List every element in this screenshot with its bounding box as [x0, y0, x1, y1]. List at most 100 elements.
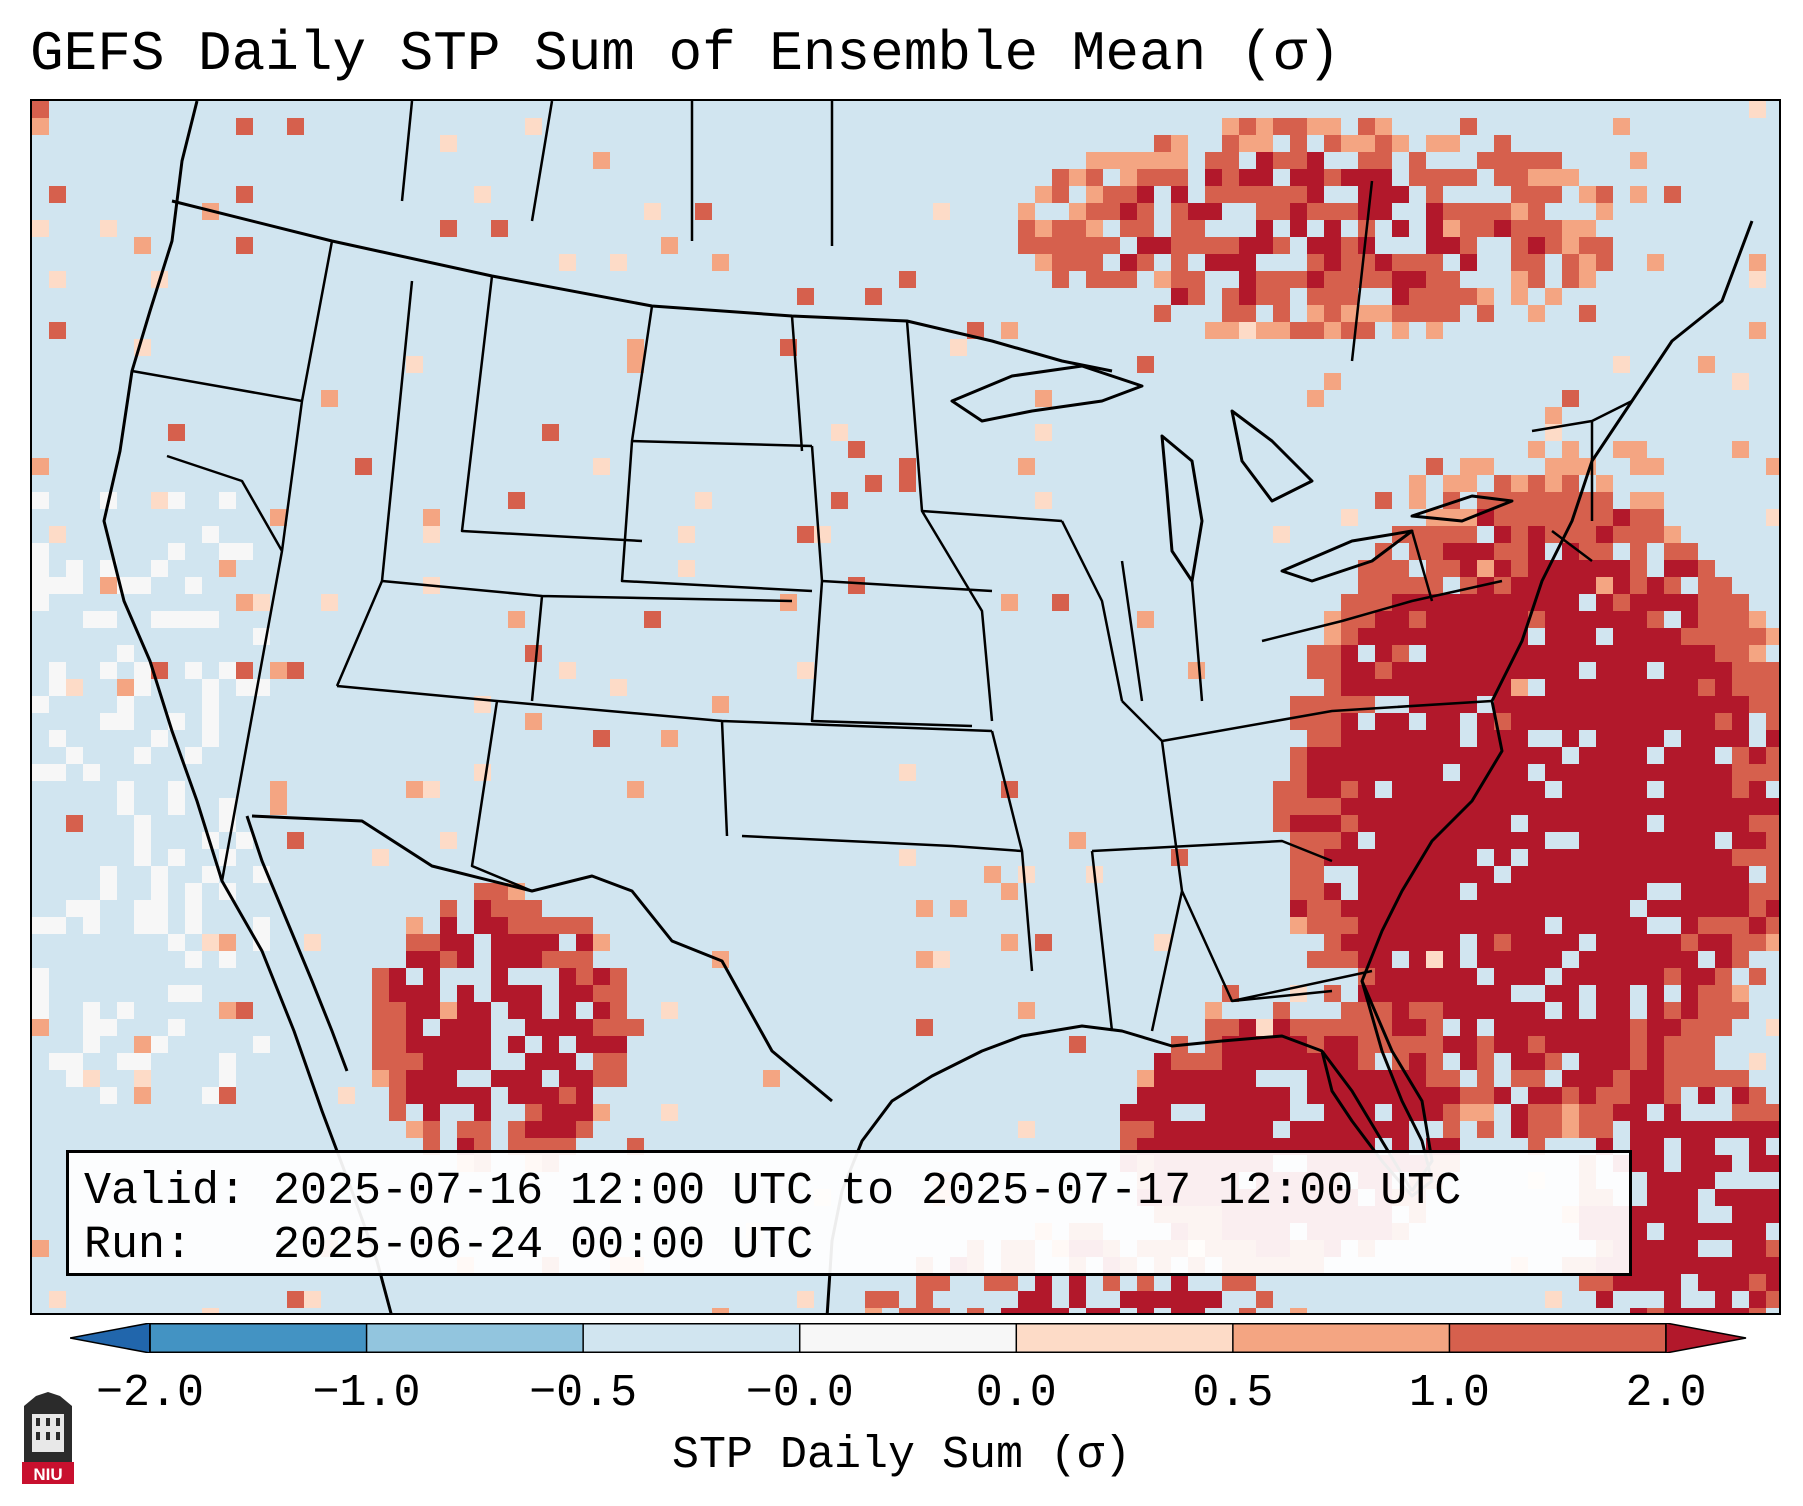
anomaly-cell [1494, 628, 1511, 645]
anomaly-cell [1188, 1291, 1205, 1308]
anomaly-cell [1681, 815, 1698, 832]
anomaly-cell [1749, 611, 1766, 628]
anomaly-cell [1511, 866, 1528, 883]
anomaly-cell [1392, 220, 1409, 237]
anomaly-cell [1664, 866, 1681, 883]
anomaly-cell [882, 1291, 899, 1308]
anomaly-cell [1137, 356, 1154, 373]
anomaly-cell [1409, 628, 1426, 645]
anomaly-cell [1137, 237, 1154, 254]
anomaly-cell [865, 288, 882, 305]
anomaly-cell [1426, 1104, 1443, 1121]
anomaly-cell [1579, 220, 1596, 237]
anomaly-cell [1596, 713, 1613, 730]
anomaly-cell [1171, 1121, 1188, 1138]
anomaly-cell [1375, 203, 1392, 220]
anomaly-cell [1069, 1274, 1086, 1291]
anomaly-cell [1137, 1070, 1154, 1087]
anomaly-cell [1494, 968, 1511, 985]
anomaly-cell [1477, 662, 1494, 679]
anomaly-cell [1426, 849, 1443, 866]
anomaly-cell [1766, 509, 1779, 526]
anomaly-cell [389, 1036, 406, 1053]
anomaly-cell [1528, 441, 1545, 458]
anomaly-cell [1120, 1104, 1137, 1121]
anomaly-cell [1545, 747, 1562, 764]
anomaly-cell [1290, 781, 1307, 798]
anomaly-cell [423, 985, 440, 1002]
anomaly-cell [406, 1036, 423, 1053]
anomaly-cell [1681, 1240, 1698, 1257]
anomaly-cell [1171, 1291, 1188, 1308]
anomaly-cell [576, 1087, 593, 1104]
anomaly-cell [1596, 832, 1613, 849]
anomaly-cell [1426, 764, 1443, 781]
anomaly-cell [1681, 866, 1698, 883]
anomaly-cell [1494, 781, 1511, 798]
anomaly-cell [32, 560, 49, 577]
anomaly-cell [1494, 135, 1511, 152]
anomaly-cell [1256, 118, 1273, 135]
anomaly-cell [1307, 696, 1324, 713]
anomaly-cell [1613, 560, 1630, 577]
anomaly-cell [1732, 849, 1749, 866]
anomaly-cell [474, 1087, 491, 1104]
anomaly-cell [1477, 594, 1494, 611]
anomaly-cell [1494, 764, 1511, 781]
anomaly-cell [1732, 1257, 1749, 1274]
anomaly-cell [848, 441, 865, 458]
anomaly-cell [1562, 560, 1579, 577]
anomaly-cell [1528, 203, 1545, 220]
anomaly-cell [389, 1019, 406, 1036]
anomaly-cell [1460, 849, 1477, 866]
anomaly-cell [1698, 1138, 1715, 1155]
anomaly-cell [1664, 594, 1681, 611]
anomaly-cell [321, 594, 338, 611]
anomaly-cell [1375, 305, 1392, 322]
anomaly-cell [1120, 203, 1137, 220]
anomaly-cell [1171, 220, 1188, 237]
anomaly-cell [1324, 849, 1341, 866]
anomaly-cell [66, 577, 83, 594]
anomaly-cell [1715, 815, 1732, 832]
anomaly-cell [1613, 747, 1630, 764]
anomaly-cell [1545, 492, 1562, 509]
anomaly-cell [236, 237, 253, 254]
anomaly-cell [1630, 441, 1647, 458]
anomaly-cell [1137, 1274, 1154, 1291]
anomaly-cell [1307, 645, 1324, 662]
anomaly-cell [117, 679, 134, 696]
anomaly-cell [1511, 220, 1528, 237]
anomaly-cell [1511, 237, 1528, 254]
anomaly-cell [1664, 1104, 1681, 1121]
chart-title: GEFS Daily STP Sum of Ensemble Mean (σ) [30, 22, 1341, 86]
anomaly-cell [49, 1291, 66, 1308]
anomaly-cell [1443, 203, 1460, 220]
anomaly-cell [1647, 1019, 1664, 1036]
anomaly-cell [440, 900, 457, 917]
anomaly-cell [83, 764, 100, 781]
anomaly-cell [1664, 832, 1681, 849]
anomaly-cell [100, 1087, 117, 1104]
anomaly-cell [1443, 747, 1460, 764]
anomaly-cell [1341, 237, 1358, 254]
anomaly-cell [508, 1002, 525, 1019]
anomaly-cell [1613, 934, 1630, 951]
anomaly-cell [1528, 152, 1545, 169]
anomaly-cell [644, 611, 661, 628]
anomaly-cell [1273, 271, 1290, 288]
anomaly-cell [1511, 968, 1528, 985]
anomaly-cell [1596, 475, 1613, 492]
anomaly-cell [1392, 849, 1409, 866]
anomaly-cell [134, 662, 151, 679]
anomaly-cell [100, 577, 117, 594]
anomaly-cell [1409, 492, 1426, 509]
anomaly-cell [1409, 305, 1426, 322]
anomaly-cell [372, 849, 389, 866]
anomaly-cell [1324, 1036, 1341, 1053]
anomaly-cell [1307, 764, 1324, 781]
anomaly-cell [525, 1070, 542, 1087]
anomaly-cell [1630, 543, 1647, 560]
anomaly-cell [1256, 1291, 1273, 1308]
anomaly-cell [661, 1002, 678, 1019]
